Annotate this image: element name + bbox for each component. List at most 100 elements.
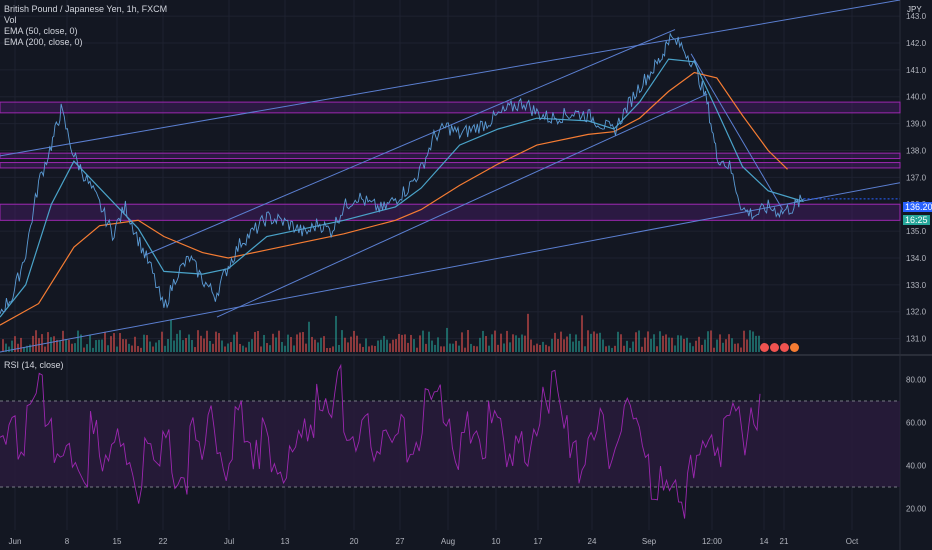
volume-bar xyxy=(338,344,340,352)
volume-bar xyxy=(239,343,241,352)
volume-bar xyxy=(590,333,592,352)
volume-bar xyxy=(638,330,640,352)
volume-bar xyxy=(128,343,130,352)
volume-bar xyxy=(749,330,751,352)
event-badges[interactable] xyxy=(760,339,800,357)
volume-bar xyxy=(620,334,622,352)
price-tick-label: 138.0 xyxy=(906,146,927,155)
time-tick-label: Jun xyxy=(9,537,22,546)
time-tick-label: 15 xyxy=(113,537,122,546)
volume-bar xyxy=(29,344,31,352)
volume-bar xyxy=(47,332,49,352)
volume-bar xyxy=(377,340,379,352)
volume-bar xyxy=(179,330,181,352)
rsi-legend: RSI (14, close) xyxy=(4,360,64,370)
volume-bar xyxy=(560,331,562,352)
ema50-label: EMA (50, close, 0) xyxy=(4,26,78,36)
volume-bar xyxy=(581,315,583,352)
volume-bar xyxy=(707,331,709,352)
volume-bar xyxy=(692,346,694,352)
volume-bar xyxy=(386,339,388,352)
volume-bar xyxy=(680,335,682,352)
sr-zone xyxy=(0,162,901,169)
price-tick-label: 131.0 xyxy=(906,335,927,344)
volume-bar xyxy=(500,333,502,352)
volume-bar xyxy=(236,331,238,352)
volume-bar xyxy=(458,345,460,352)
volume-bar xyxy=(569,333,571,352)
volume-bar xyxy=(644,337,646,352)
volume-bar xyxy=(389,343,391,352)
volume-bar xyxy=(650,338,652,352)
volume-bar xyxy=(122,339,124,352)
volume-bar xyxy=(74,343,76,352)
volume-bar xyxy=(689,342,691,352)
volume-bar xyxy=(725,339,727,352)
volume-bar xyxy=(95,340,97,352)
volume-bar xyxy=(509,342,511,352)
volume-bar xyxy=(563,339,565,352)
volume-bar xyxy=(497,344,499,352)
volume-bar xyxy=(542,341,544,352)
volume-bar xyxy=(242,345,244,352)
volume-bar xyxy=(299,332,301,352)
volume-bar xyxy=(698,336,700,352)
volume-bar xyxy=(398,333,400,352)
volume-bar xyxy=(734,343,736,352)
volume-bar xyxy=(125,339,127,352)
volume-bar xyxy=(272,333,274,352)
volume-bar xyxy=(362,346,364,352)
sr-zone xyxy=(0,101,901,114)
volume-bar xyxy=(470,343,472,352)
volume-bar xyxy=(527,313,529,352)
event-badge-icon[interactable] xyxy=(760,343,769,352)
event-badge-icon[interactable] xyxy=(770,343,779,352)
volume-bar xyxy=(455,340,457,352)
time-tick-label: Oct xyxy=(846,537,859,546)
volume-bar xyxy=(674,345,676,352)
volume-bar xyxy=(629,347,631,352)
volume-bar xyxy=(233,334,235,352)
volume-bar xyxy=(743,330,745,352)
volume-bar xyxy=(347,342,349,352)
volume-bar xyxy=(185,338,187,352)
volume-bar xyxy=(512,334,514,352)
volume-bar xyxy=(428,331,430,352)
volume-bar xyxy=(2,339,4,352)
price-tick-label: 133.0 xyxy=(906,281,927,290)
volume-bar xyxy=(176,333,178,352)
time-tick-label: Jul xyxy=(224,537,234,546)
volume-bar xyxy=(269,345,271,352)
volume-bar xyxy=(350,336,352,352)
price-tick-label: 137.0 xyxy=(906,173,927,182)
volume-bar xyxy=(395,339,397,352)
volume-bar xyxy=(341,330,343,352)
volume-bar xyxy=(17,343,19,352)
volume-bar xyxy=(584,346,586,352)
volume-bar xyxy=(296,334,298,352)
volume-bar xyxy=(41,334,43,352)
volume-bar xyxy=(368,346,370,352)
rsi-tick-label: 80.00 xyxy=(906,376,927,385)
time-tick-label: 27 xyxy=(396,537,405,546)
volume-bar xyxy=(548,346,550,352)
volume-bar xyxy=(491,334,493,352)
volume-bar xyxy=(8,346,10,352)
time-tick-label: 22 xyxy=(159,537,168,546)
volume-bar xyxy=(146,335,148,352)
volume-bar xyxy=(668,337,670,352)
volume-bar xyxy=(518,337,520,352)
time-tick-label: Sep xyxy=(642,537,657,546)
volume-bar xyxy=(710,330,712,352)
currency-label[interactable]: JPY xyxy=(907,5,922,14)
time-tick-label: 12:00 xyxy=(702,537,723,546)
volume-bar xyxy=(50,337,52,352)
event-badge-icon[interactable] xyxy=(780,343,789,352)
event-badge-icon[interactable] xyxy=(790,343,799,352)
volume-bar xyxy=(722,342,724,352)
volume-bar xyxy=(602,339,604,352)
rsi-line xyxy=(0,363,761,519)
volume-bar xyxy=(434,344,436,352)
volume-bar xyxy=(494,330,496,352)
